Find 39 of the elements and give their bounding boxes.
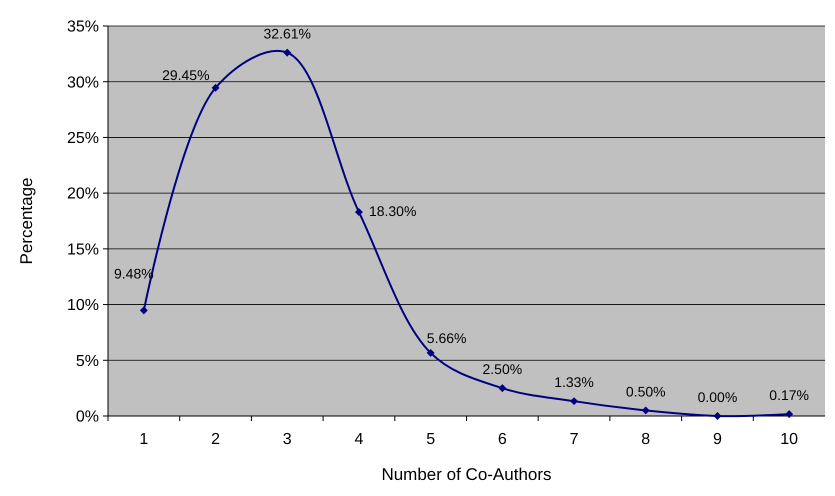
data-label: 0.50% <box>626 383 666 400</box>
x-tick-label: 2 <box>211 431 220 448</box>
point <box>498 384 506 392</box>
point <box>212 84 220 92</box>
x-tick-label: 10 <box>780 431 798 448</box>
x-tick-label: 4 <box>354 431 364 448</box>
data-label: 29.45% <box>162 66 210 83</box>
y-tick-label: 5% <box>76 352 99 370</box>
x-tick-label: 7 <box>570 431 579 448</box>
data-label: 0.00% <box>698 389 738 405</box>
y-tick-label: 25% <box>66 130 99 148</box>
point <box>642 406 650 414</box>
data-label: 5.66% <box>426 330 466 346</box>
point <box>713 412 722 420</box>
data-label: 0.17% <box>769 387 809 404</box>
point <box>283 48 292 57</box>
point <box>426 348 435 357</box>
data-label: 2.50% <box>482 361 522 378</box>
data-label: 1.33% <box>554 374 594 390</box>
point <box>140 306 148 314</box>
point <box>570 397 578 406</box>
y-tick-label: 35% <box>66 18 99 36</box>
x-tick-label: 6 <box>498 431 507 448</box>
y-tick-label: 0% <box>76 408 99 426</box>
y-tick-label: 30% <box>66 74 99 92</box>
x-tick-label: 9 <box>712 431 722 448</box>
point <box>785 410 794 418</box>
y-axis-title: Percentage <box>17 178 36 264</box>
point <box>354 208 363 216</box>
x-tick-label: 1 <box>139 431 148 448</box>
y-tick-label: 15% <box>66 241 99 258</box>
x-tick-label: 8 <box>641 431 650 448</box>
x-tick-label: 3 <box>282 431 292 448</box>
x-tick-label: 5 <box>426 431 436 448</box>
y-tick-label: 20% <box>66 186 99 203</box>
data-label: 18.30% <box>368 203 416 220</box>
x-axis-title: Number of Co-Authors <box>381 465 552 484</box>
y-tick-label: 10% <box>66 297 99 314</box>
data-label: 32.61% <box>264 26 311 42</box>
